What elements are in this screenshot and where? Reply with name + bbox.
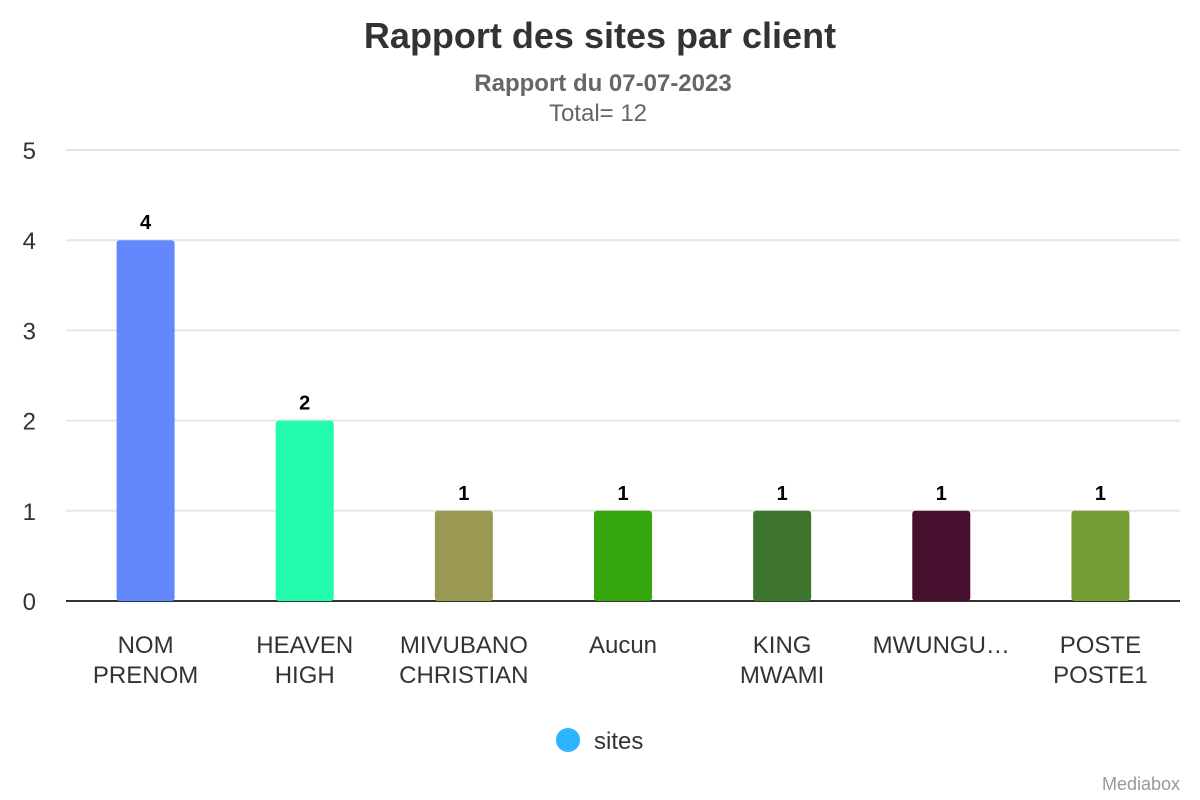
y-axis-ticks: 0 1 2 3 4 5 bbox=[23, 138, 36, 616]
x-tick-label: KING bbox=[753, 632, 812, 659]
y-tick-label: 0 bbox=[23, 589, 36, 616]
chart-title: Rapport des sites par client bbox=[364, 15, 836, 56]
x-axis-labels: NOM PRENOM HEAVEN HIGH MIVUBANO CHRISTIAN Aucu… bbox=[93, 632, 1148, 689]
legend-marker-sites bbox=[556, 728, 580, 752]
x-tick-label: PRENOM bbox=[93, 662, 198, 689]
x-tick-label: MIVUBANO bbox=[400, 632, 528, 659]
bar[interactable] bbox=[753, 510, 812, 601]
x-tick-label: Aucun bbox=[589, 632, 657, 659]
bar-data-label: 1 bbox=[617, 483, 628, 505]
x-tick-label: HEAVEN bbox=[256, 632, 353, 659]
bar-data-label: 1 bbox=[458, 483, 469, 505]
y-tick-label: 4 bbox=[23, 228, 36, 255]
bar[interactable] bbox=[594, 510, 652, 601]
bar-data-label: 1 bbox=[777, 483, 788, 505]
x-tick-label: POSTE bbox=[1060, 632, 1141, 659]
chart-total: Total= 12 bbox=[549, 100, 647, 127]
bar[interactable] bbox=[275, 420, 334, 601]
gridlines bbox=[66, 149, 1180, 602]
credits-label[interactable]: Mediabox bbox=[1102, 774, 1180, 794]
x-tick-label: POSTE1 bbox=[1053, 662, 1148, 689]
x-tick-label: HIGH bbox=[275, 662, 335, 689]
x-tick-label: MWUNGU… bbox=[873, 632, 1010, 659]
bar[interactable] bbox=[434, 510, 493, 601]
chart-subtitle: Rapport du 07-07-2023 bbox=[474, 70, 731, 97]
legend-label-sites: sites bbox=[594, 728, 643, 755]
bar[interactable] bbox=[1071, 510, 1130, 601]
y-tick-label: 5 bbox=[23, 138, 36, 165]
bar[interactable] bbox=[912, 510, 971, 601]
data-labels: 4 2 1 1 1 1 1 bbox=[139, 211, 1108, 507]
bar-data-label: 2 bbox=[299, 393, 310, 415]
bar-data-label: 4 bbox=[140, 212, 152, 234]
bar[interactable] bbox=[116, 240, 175, 601]
bar-data-label: 1 bbox=[1095, 483, 1106, 505]
legend[interactable]: sites bbox=[556, 728, 643, 755]
y-tick-label: 2 bbox=[23, 409, 36, 436]
bar-data-label: 1 bbox=[936, 483, 947, 505]
bars bbox=[116, 240, 1130, 601]
y-tick-label: 1 bbox=[23, 499, 36, 526]
x-tick-label: CHRISTIAN bbox=[399, 662, 528, 689]
y-tick-label: 3 bbox=[23, 318, 36, 345]
x-tick-label: MWAMI bbox=[740, 662, 824, 689]
x-tick-label: NOM bbox=[118, 632, 174, 659]
